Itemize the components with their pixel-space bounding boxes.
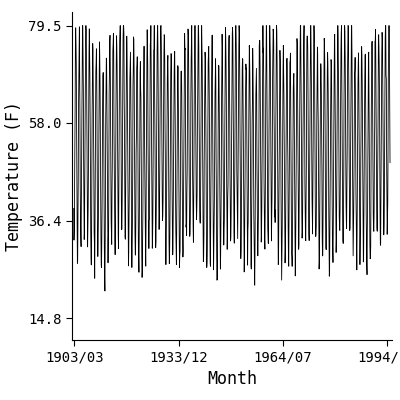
X-axis label: Month: Month <box>207 370 257 388</box>
Y-axis label: Temperature (F): Temperature (F) <box>4 101 22 251</box>
